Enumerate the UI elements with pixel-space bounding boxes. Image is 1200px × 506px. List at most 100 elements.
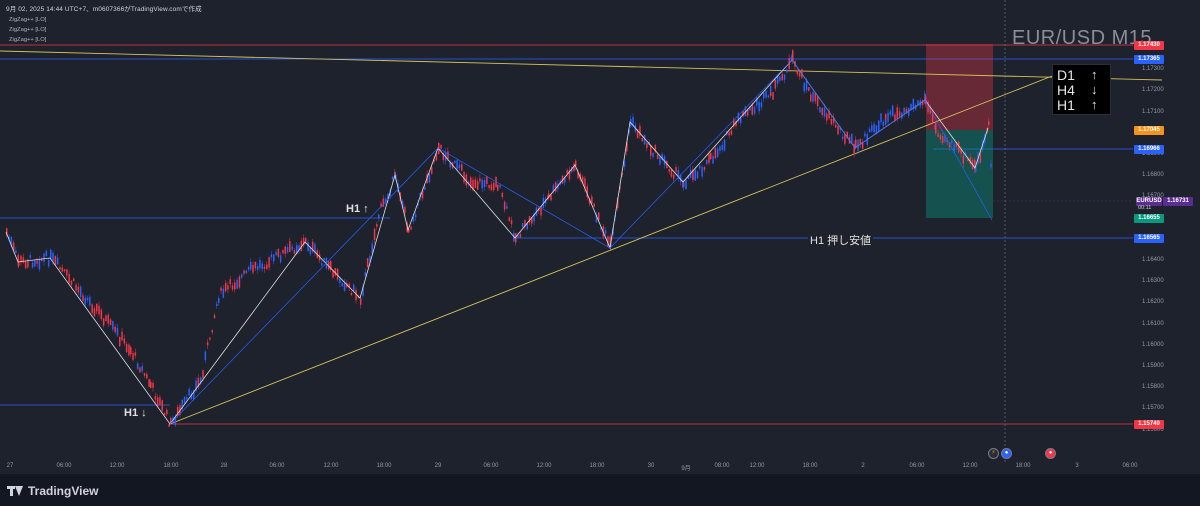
candle-body [336,268,339,280]
candle-body [139,367,141,373]
candle-body [109,319,112,326]
candle-body [924,93,926,104]
candle-body [449,162,451,168]
price-tick: 1.16700 [1142,193,1164,199]
candle-body [148,379,150,388]
candle-body [206,342,209,346]
candle-body [168,423,170,427]
annotation-h1-pullback-low[interactable]: H1 押し安値 [808,232,874,248]
candle-body [577,171,579,179]
time-tick: 08:00 [714,463,730,469]
event-flag-icon[interactable]: ● [1001,448,1012,459]
price-tick: 1.15600 [1142,426,1164,433]
candle-body [988,121,990,125]
candle-body [659,156,661,165]
candle-body [510,220,513,225]
indicator-legend-2[interactable]: ZigZag++ [LO] [9,27,47,33]
arrow-up-icon: ↑ [1091,67,1098,82]
candle-body [798,72,801,77]
candle-body [159,397,161,405]
candle-body [29,255,31,258]
candle-body [753,107,756,114]
candle-body [66,269,68,276]
candle-body [193,390,195,400]
candle-body [195,380,197,391]
candle-body [871,125,873,132]
candle-body [975,162,977,172]
candle-body [632,116,634,126]
candle-body [161,400,163,411]
candle-body [343,282,346,291]
candle-body [571,166,573,173]
price-tick: 1.15800 [1142,384,1164,391]
candle-body [282,249,284,254]
candle-body [444,151,447,161]
candle-body [823,107,826,117]
candle-body [238,276,241,288]
us-flag-icon[interactable]: ● [1045,448,1056,459]
candle-body [786,69,788,73]
time-tick: 18:00 [802,463,818,469]
candle-body [967,158,969,162]
candle-body [476,181,479,190]
candle-body [96,308,98,312]
candle-body [641,138,643,142]
candle-body [639,125,641,136]
candle-body [917,100,919,105]
price-label-target: 1.16655 [1134,214,1164,223]
candle-body [889,111,892,115]
indicator-legend-1[interactable]: ZigZag++ [LO] [9,17,47,23]
candle-body [654,144,657,152]
indicator-legend-3[interactable]: ZigZag++ [LO] [9,37,47,43]
candle-body [517,235,519,239]
tradingview-logo[interactable]: TradingView [7,484,98,498]
annotation-h1-up[interactable]: H1 ↑ [346,203,369,215]
candle-body [746,109,749,116]
candle-body [22,257,25,263]
descending-trendline[interactable] [0,50,1163,81]
candle-body [554,182,557,192]
candle-body [837,126,839,135]
candle-body [857,139,859,151]
candle-body [903,107,905,114]
price-label-level: 1.17365 [1134,55,1164,64]
candle-body [682,182,684,188]
price-tick: 1.16000 [1142,341,1164,348]
time-tick: 2 [861,463,865,469]
annotation-h1-down[interactable]: H1 ↓ [124,407,147,419]
ascending-trendline[interactable] [169,75,1053,425]
candle-body [891,105,894,117]
candle-body [224,283,227,292]
candle-body [607,236,609,246]
candle-body [714,147,717,159]
tf-label-d1: D1 [1057,67,1075,83]
candle-body [668,169,670,172]
candle-body [679,174,682,183]
candle-body [277,249,280,257]
candle-body [723,139,726,151]
candle-body [547,195,549,199]
candle-body [176,406,179,416]
candle-body [96,303,98,311]
candle-body [86,297,89,301]
price-tick: 1.16800 [1142,172,1164,179]
candle-body [896,107,898,119]
candle-body [515,233,517,243]
candle-body [694,169,696,181]
candle-body [27,259,29,268]
candle-body [273,254,275,262]
candle-body [73,278,75,282]
candle-body [910,103,912,110]
candle-body [661,153,663,161]
candle-body [531,217,533,224]
lightning-icon[interactable]: ⚡ [988,448,999,459]
candle-body [470,177,472,188]
candle-body [790,56,793,61]
stop-loss-zone[interactable] [926,44,993,130]
time-tick: 06:00 [483,463,499,469]
candle-body [45,251,48,257]
candle-body [774,79,777,89]
candle-body [564,177,566,183]
candle-body [885,120,887,124]
